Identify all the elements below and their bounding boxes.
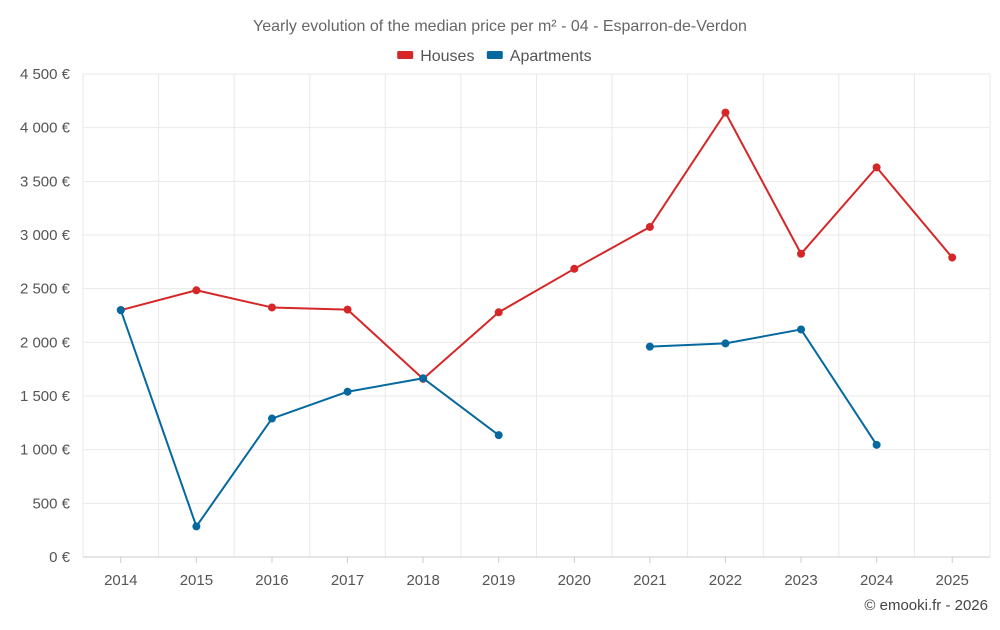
y-tick-label: 4 500 € — [20, 66, 71, 83]
x-tick-label: 2019 — [482, 572, 515, 589]
houses-point — [721, 108, 730, 117]
y-tick-label: 0 € — [49, 549, 71, 566]
houses-point — [267, 303, 276, 312]
houses-point — [872, 163, 881, 172]
legend: Houses Apartments — [397, 48, 592, 65]
credit: © emooki.fr - 2026 — [864, 597, 988, 614]
houses-point — [343, 305, 352, 314]
y-axis: 0 € 500 € 1 000 € 1 500 € 2 000 € 2 500 € 3 00… — [20, 66, 71, 566]
legend-houses-label: Houses — [420, 48, 474, 65]
x-tick-label: 2017 — [331, 572, 364, 589]
houses-point — [494, 308, 503, 317]
apartments-point — [343, 387, 352, 396]
chart-title: Yearly evolution of the median price per… — [253, 18, 747, 35]
apartments-point — [116, 306, 125, 315]
x-tick-label: 2018 — [406, 572, 439, 589]
x-tick-label: 2024 — [860, 572, 893, 589]
apartments-point — [721, 339, 730, 348]
houses-point — [797, 249, 806, 258]
x-tick-label: 2016 — [255, 572, 288, 589]
apartments-point — [645, 342, 654, 351]
x-tick-label: 2020 — [558, 572, 591, 589]
apartments-point — [267, 414, 276, 423]
y-tick-label: 3 500 € — [20, 173, 71, 190]
houses-point — [948, 253, 957, 262]
houses-point — [192, 286, 201, 295]
y-tick-label: 1 000 € — [20, 442, 71, 459]
apartments-line — [119, 309, 500, 528]
legend-apartments-swatch — [486, 51, 503, 59]
legend-houses-swatch — [397, 51, 414, 59]
x-tick-label: 2022 — [709, 572, 742, 589]
apartments-point — [192, 522, 201, 531]
houses-point — [570, 264, 579, 273]
y-tick-label: 2 500 € — [20, 281, 71, 298]
series-layer — [116, 108, 957, 531]
x-axis: 2014 2015 2016 2017 2018 2019 2020 2021 2022 2023… — [83, 556, 990, 589]
y-tick-label: 2 000 € — [20, 334, 71, 351]
x-tick-label: 2014 — [104, 572, 137, 589]
x-tick-label: 2021 — [633, 572, 666, 589]
x-tick-label: 2023 — [784, 572, 817, 589]
apartments-point — [419, 374, 428, 383]
x-tick-label: 2015 — [180, 572, 213, 589]
grid — [82, 73, 991, 557]
legend-apartments-label: Apartments — [510, 48, 592, 65]
houses-point — [645, 222, 654, 231]
houses-line — [120, 111, 953, 380]
apartments-point — [872, 440, 881, 449]
y-tick-label: 500 € — [32, 495, 70, 512]
apartments-point — [797, 325, 806, 334]
apartments-line — [649, 328, 878, 446]
apartments-point — [494, 431, 503, 440]
y-tick-label: 1 500 € — [20, 388, 71, 405]
y-tick-label: 4 000 € — [20, 120, 71, 137]
x-tick-label: 2025 — [936, 572, 969, 589]
y-tick-label: 3 000 € — [20, 227, 71, 244]
